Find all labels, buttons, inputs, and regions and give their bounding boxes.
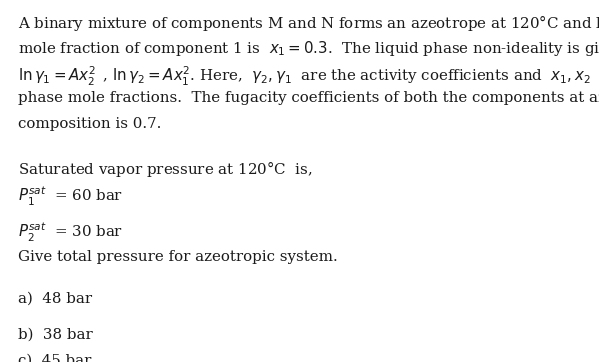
Text: c)  45 bar: c) 45 bar (18, 354, 91, 362)
Text: $\ln\gamma_1 = Ax_2^2\,$ , $\ln\gamma_2 = Ax_1^2$. Here,  $\gamma_2, \gamma_1$  : $\ln\gamma_1 = Ax_2^2\,$ , $\ln\gamma_2 … (18, 65, 599, 88)
Text: phase mole fractions.  The fugacity coefficients of both the components at azeot: phase mole fractions. The fugacity coeff… (18, 91, 599, 105)
Text: A binary mixture of components M and N forms an azeotrope at 120$\degree$C and l: A binary mixture of components M and N f… (18, 13, 599, 33)
Text: b)  38 bar: b) 38 bar (18, 328, 93, 342)
Text: $P_1^{sat}$  = 60 bar: $P_1^{sat}$ = 60 bar (18, 185, 123, 208)
Text: $P_2^{sat}$  = 30 bar: $P_2^{sat}$ = 30 bar (18, 221, 123, 244)
Text: mole fraction of component 1 is  $x_1 = 0.3$.  The liquid phase non-ideality is : mole fraction of component 1 is $x_1 = 0… (18, 39, 599, 58)
Text: Saturated vapor pressure at 120$\degree$C  is,: Saturated vapor pressure at 120$\degree$… (18, 159, 313, 178)
Text: composition is 0.7.: composition is 0.7. (18, 117, 161, 131)
Text: Give total pressure for azeotropic system.: Give total pressure for azeotropic syste… (18, 250, 338, 264)
Text: a)  48 bar: a) 48 bar (18, 291, 92, 306)
